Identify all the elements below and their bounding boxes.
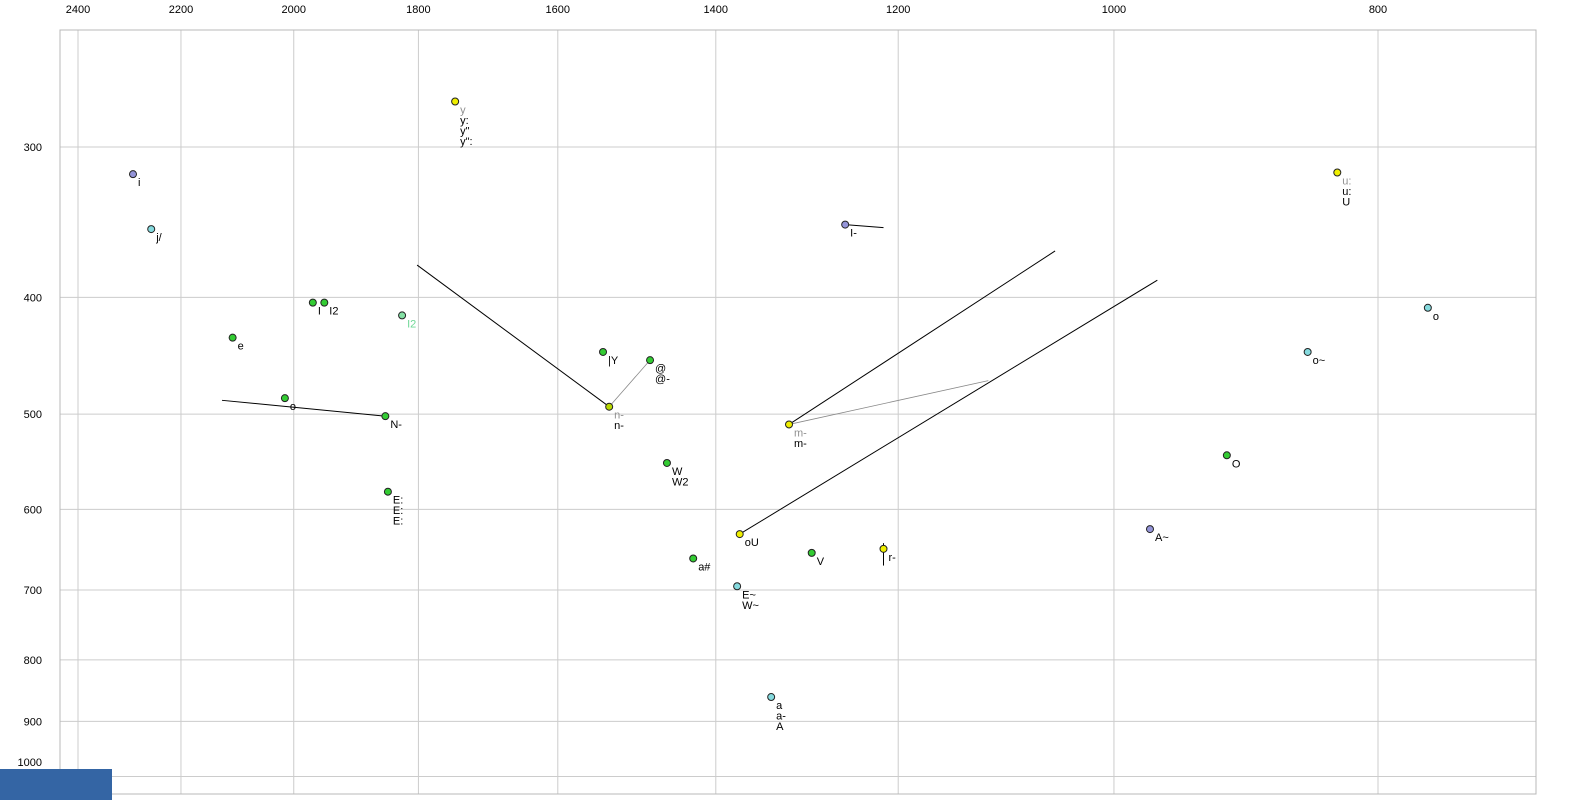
x-tick-label-2200: 2200 [169,4,193,16]
x-tick-label-1200: 1200 [886,4,910,16]
point-label: E: [393,495,403,507]
data-point-u[interactable] [1333,168,1342,177]
point-label: O [1232,458,1241,470]
point-label: u: [1342,176,1351,188]
point-label: E: [393,516,403,528]
data-point-i[interactable] [308,298,317,307]
connector-line [608,359,651,407]
y-tick-label-500: 500 [24,409,42,421]
point-label: a- [776,711,786,723]
point-label: a# [698,561,711,573]
data-point-o[interactable] [1222,451,1231,460]
point-label: V [817,556,825,568]
point-label: @- [655,374,670,386]
point-label: o [290,401,296,413]
point-label: E: [393,505,403,517]
point-label: o~ [1313,355,1326,367]
y-tick-label-900: 900 [24,716,42,728]
plot-border [59,29,1537,795]
point-label: y: [460,115,469,127]
data-point-i2[interactable] [398,311,407,320]
point-label: I [318,306,321,318]
connector-line [845,224,884,229]
point-label: W~ [742,600,759,612]
connector-line [221,399,386,417]
data-point-i[interactable] [841,220,850,229]
x-tick-label-2400: 2400 [66,4,90,16]
data-point-n[interactable] [381,412,390,421]
data-point-e[interactable] [228,333,237,342]
x-tick-label-1800: 1800 [406,4,430,16]
data-point-o[interactable] [1423,303,1432,312]
point-label: I2 [407,318,416,330]
connector-line [416,264,610,408]
point-label: o [1433,311,1439,323]
y-tick-label-400: 400 [24,292,42,304]
x-tick-label-1400: 1400 [704,4,728,16]
x-tick-label-1600: 1600 [546,4,570,16]
data-point-a[interactable] [1145,525,1154,534]
data-point-pt[interactable] [646,356,655,365]
data-point-v[interactable] [807,548,816,557]
point-label: j/ [155,232,162,244]
data-point-a[interactable] [689,554,698,563]
point-label: E~ [742,589,756,601]
connector-line [739,279,1158,535]
point-label: U [1342,197,1350,209]
point-label: m- [794,438,807,450]
data-point-y[interactable] [599,347,608,356]
data-point-i[interactable] [129,170,138,179]
point-label: A~ [1155,532,1169,544]
point-label: n- [614,420,624,432]
data-point-o[interactable] [1303,347,1312,356]
y-tick-label-800: 800 [24,655,42,667]
point-label: u: [1342,186,1351,198]
x-tick-label-1000: 1000 [1102,4,1126,16]
x-tick-label-2000: 2000 [282,4,306,16]
point-label: A [776,721,784,733]
point-label: |Y [608,355,619,367]
point-label: i [138,177,140,189]
data-point-e[interactable] [383,487,392,496]
point-label: e [238,341,244,353]
y-tick-label-700: 700 [24,585,42,597]
x-tick-label-800: 800 [1369,4,1387,16]
connector-line [788,380,989,425]
point-label: W [672,466,683,478]
point-label: N- [390,419,402,431]
point-label: oU [745,537,759,549]
y-tick-label-1000: 1000 [18,757,42,769]
data-point-r[interactable] [879,544,888,553]
data-point-ou[interactable] [735,530,744,539]
point-label: m- [794,427,807,439]
data-point-w[interactable] [662,458,671,467]
data-point-m[interactable] [785,420,794,429]
point-label: y [460,105,466,117]
point-label: I2 [329,306,338,318]
y-tick-label-300: 300 [24,142,42,154]
bottom-left-corner-block [0,769,112,800]
point-label: I- [850,228,857,240]
point-label: n- [614,410,624,422]
data-point-i2[interactable] [320,298,329,307]
point-label: @ [655,363,666,375]
data-point-o[interactable] [280,394,289,403]
data-point-y[interactable] [451,97,460,106]
y-tick-label-600: 600 [24,504,42,516]
connector-line [788,250,1056,425]
data-point-n[interactable] [605,402,614,411]
point-label: W2 [672,476,689,488]
data-point-e[interactable] [733,582,742,591]
point-label: y": [460,136,472,148]
point-label: r- [889,552,897,564]
data-point-a[interactable] [767,693,776,702]
data-point-j[interactable] [147,225,156,234]
point-label: a [776,700,783,712]
point-label: y" [460,126,470,138]
